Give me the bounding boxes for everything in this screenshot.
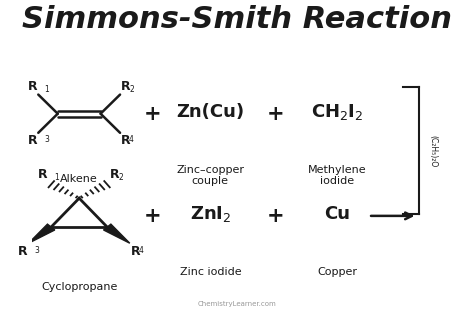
Text: R: R bbox=[131, 245, 140, 258]
Text: ChemistryLearner.com: ChemistryLearner.com bbox=[198, 301, 276, 307]
Polygon shape bbox=[28, 224, 55, 243]
Text: R: R bbox=[27, 134, 37, 147]
Text: R: R bbox=[110, 168, 120, 181]
Text: R: R bbox=[121, 134, 130, 147]
Text: (C₂H₅)₂O: (C₂H₅)₂O bbox=[428, 135, 437, 167]
Text: +: + bbox=[144, 104, 162, 124]
Text: CH$_2$I$_2$: CH$_2$I$_2$ bbox=[311, 102, 364, 122]
Text: 2: 2 bbox=[118, 173, 123, 182]
Text: Cu: Cu bbox=[324, 205, 350, 223]
Text: Zinc–copper
couple: Zinc–copper couple bbox=[176, 165, 245, 186]
Text: +: + bbox=[144, 206, 162, 226]
Text: 4: 4 bbox=[139, 246, 144, 255]
Text: ZnI$_2$: ZnI$_2$ bbox=[190, 204, 231, 224]
Text: 3: 3 bbox=[45, 135, 49, 144]
Text: Methylene
iodide: Methylene iodide bbox=[308, 165, 367, 186]
Text: 3: 3 bbox=[34, 246, 39, 255]
Text: +: + bbox=[267, 104, 285, 124]
Text: +: + bbox=[267, 206, 285, 226]
Text: 4: 4 bbox=[129, 135, 134, 144]
Text: 2: 2 bbox=[129, 85, 134, 94]
Text: Zn(Cu): Zn(Cu) bbox=[176, 103, 245, 121]
Text: Alkene: Alkene bbox=[60, 174, 98, 184]
Text: Zinc iodide: Zinc iodide bbox=[180, 267, 241, 277]
Text: Cyclopropane: Cyclopropane bbox=[41, 282, 118, 292]
Text: 1: 1 bbox=[45, 85, 49, 94]
Text: R: R bbox=[121, 80, 130, 93]
Text: R: R bbox=[27, 80, 37, 93]
Text: 1: 1 bbox=[55, 173, 59, 182]
Text: R: R bbox=[38, 168, 47, 181]
Text: Copper: Copper bbox=[318, 267, 357, 277]
Text: Simmons-Smith Reaction: Simmons-Smith Reaction bbox=[22, 5, 452, 34]
Text: R: R bbox=[18, 245, 27, 258]
Polygon shape bbox=[103, 224, 130, 243]
